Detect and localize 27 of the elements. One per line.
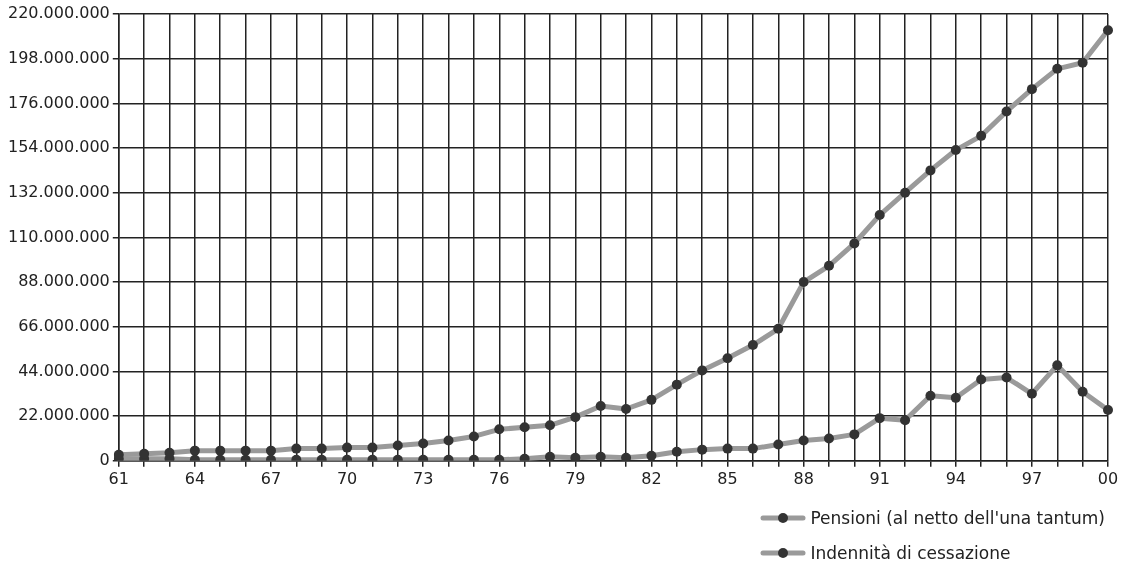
y-tick-label: 110.000.000 [7,226,110,246]
y-tick-label: 44.000.000 [18,360,110,380]
y-tick-label: 220.000.000 [7,3,110,23]
legend-label: Pensioni (al netto dell'una tantum) [810,507,1105,528]
y-tick-label: 176.000.000 [7,92,110,112]
x-tick-label: 85 [717,468,738,488]
x-tick-label: 79 [565,468,586,488]
x-tick-label: 00 [1097,468,1119,488]
x-tick-label: 67 [260,468,282,488]
y-tick-label: 88.000.000 [18,271,110,291]
x-tick-label: 73 [412,468,434,488]
y-tick-label: 0 [99,449,110,469]
x-tick-label: 94 [945,468,966,488]
x-tick-label: 64 [184,468,206,488]
y-tick-label: 132.000.000 [7,181,110,201]
x-tick-label: 70 [336,468,358,488]
x-tick-label: 76 [489,468,510,488]
y-tick-label: 154.000.000 [7,137,110,157]
y-tick-label: 198.000.000 [7,47,110,67]
x-tick-label: 61 [108,468,129,488]
legend-label: Indennità di cessazione [810,542,1011,563]
x-tick-label: 82 [641,468,662,488]
x-tick-label: 97 [1021,468,1043,488]
x-tick-label: 88 [793,468,814,488]
y-tick-label: 66.000.000 [18,315,110,335]
x-tick-label: 91 [869,468,890,488]
y-tick-label: 22.000.000 [18,405,110,425]
